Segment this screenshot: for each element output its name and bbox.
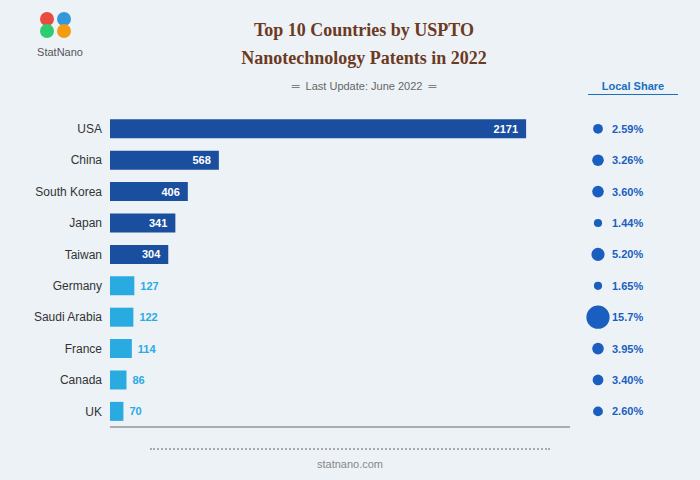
svg-text:China: China bbox=[71, 153, 103, 167]
svg-text:1.65%: 1.65% bbox=[612, 280, 643, 292]
svg-text:3.60%: 3.60% bbox=[612, 186, 643, 198]
svg-text:5.20%: 5.20% bbox=[612, 248, 643, 260]
svg-text:1.44%: 1.44% bbox=[612, 217, 643, 229]
svg-text:2.60%: 2.60% bbox=[612, 405, 643, 417]
svg-text:341: 341 bbox=[149, 217, 167, 229]
svg-text:304: 304 bbox=[142, 248, 161, 260]
svg-text:Germany: Germany bbox=[53, 279, 102, 293]
html-text:Local Share: Local Share bbox=[601, 80, 665, 92]
svg-text:USA: USA bbox=[77, 122, 102, 136]
html-text:Top 10 Countries by USPTO: Top 10 Countries by USPTO bbox=[254, 20, 474, 40]
svg-text:France: France bbox=[65, 342, 103, 356]
html-text:StatNano: StatNano bbox=[37, 46, 83, 58]
svg-text:3.40%: 3.40% bbox=[612, 374, 643, 386]
svg-text:86: 86 bbox=[132, 374, 144, 386]
svg-text:Japan: Japan bbox=[69, 216, 102, 230]
svg-text:70: 70 bbox=[129, 405, 141, 417]
svg-text:15.7%: 15.7% bbox=[612, 311, 643, 323]
html-text:statnano.com: statnano.com bbox=[317, 458, 383, 470]
svg-text:406: 406 bbox=[161, 186, 179, 198]
svg-text:127: 127 bbox=[140, 280, 158, 292]
svg-text:UK: UK bbox=[85, 405, 102, 419]
html-text:Nanotechnology Patents in 2022: Nanotechnology Patents in 2022 bbox=[241, 48, 487, 68]
svg-text:2.59%: 2.59% bbox=[612, 123, 643, 135]
svg-text:2171: 2171 bbox=[494, 123, 518, 135]
svg-text:3.26%: 3.26% bbox=[612, 154, 643, 166]
svg-text:114: 114 bbox=[138, 343, 157, 355]
svg-text:Saudi Arabia: Saudi Arabia bbox=[34, 310, 102, 324]
html-text:═ Last Update: June 2022 ═: ═ Last Update: June 2022 ═ bbox=[291, 80, 437, 92]
svg-text:South Korea: South Korea bbox=[35, 185, 102, 199]
svg-text:3.95%: 3.95% bbox=[612, 343, 643, 355]
svg-text:Canada: Canada bbox=[60, 373, 102, 387]
svg-text:568: 568 bbox=[193, 154, 211, 166]
svg-text:122: 122 bbox=[139, 311, 157, 323]
svg-text:Taiwan: Taiwan bbox=[65, 248, 102, 262]
